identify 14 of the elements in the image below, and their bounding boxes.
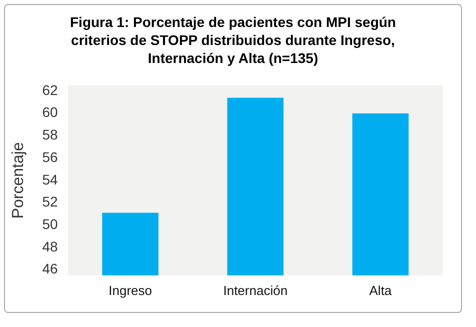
- y-tick-label: 62: [42, 82, 58, 98]
- y-tick-label: 60: [42, 104, 58, 120]
- y-tick-label: 50: [42, 216, 58, 232]
- y-tick-label: 48: [42, 238, 58, 254]
- x-tick-label: Internación: [223, 282, 288, 298]
- y-tick-label: 54: [42, 171, 58, 188]
- y-tick-label: 46: [42, 260, 58, 277]
- chart-title: Figura 1: Porcentaje de pacientes con MPI según criterios de STOPP distribuidos durante Ingreso, Internación y Alta (n=135): [69, 13, 397, 67]
- y-tick-label: 52: [42, 194, 58, 210]
- y-tick-label: 58: [42, 126, 58, 143]
- x-tick-label: Alta: [369, 282, 392, 298]
- x-tick-label: Ingreso: [108, 282, 152, 298]
- y-axis-title: Porcentaje: [10, 142, 28, 219]
- y-tick-label: 56: [42, 148, 58, 165]
